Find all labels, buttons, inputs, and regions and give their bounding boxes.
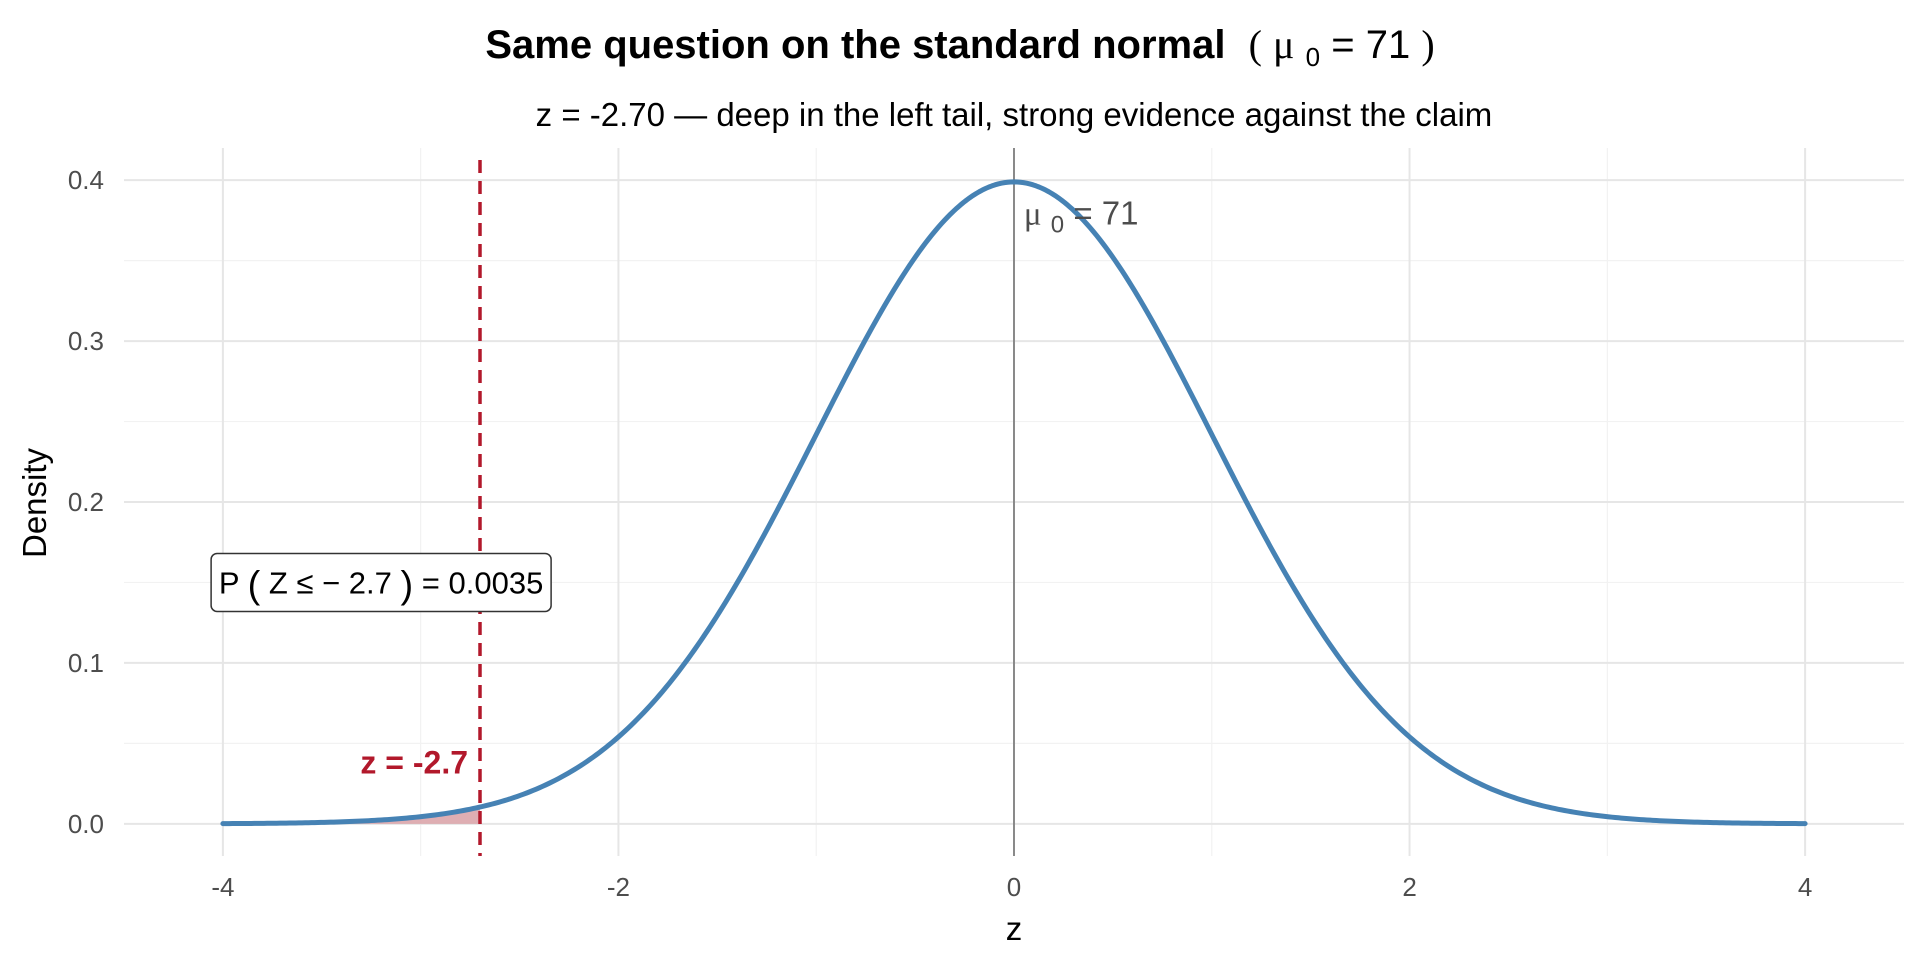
x-tick-label: 4 (1798, 872, 1812, 902)
probability-box-body: Z ≤ − 2.7 (269, 565, 392, 600)
y-tick-label: 0.1 (68, 648, 104, 678)
chart-title-close-paren: ) (1421, 22, 1434, 67)
y-tick-label: 0.0 (68, 809, 104, 839)
x-axis-ticks: -4 -2 0 2 4 (211, 872, 1812, 902)
chart-title-mu-symbol: μ (1273, 22, 1294, 67)
null-mean-label-value: = 71 (1073, 194, 1138, 231)
y-axis-title: Density (16, 447, 53, 558)
plot-area (220, 148, 1808, 856)
probability-box-text: P ( Z ≤ − 2.7 ) = 0.0035 (219, 564, 543, 606)
null-mean-label-subscript: 0 (1051, 211, 1064, 238)
probability-box-close-paren: ) (401, 564, 414, 606)
y-tick-label: 0.3 (68, 326, 104, 356)
x-tick-label: 0 (1007, 872, 1021, 902)
probability-box-open-paren: ( (248, 564, 261, 606)
null-mean-label: μ 0 = 71 (1024, 194, 1139, 239)
chart-title-main: Same question on the standard normal (485, 23, 1225, 67)
chart-title-mu-value: = 71 (1331, 23, 1410, 67)
chart-title-open-paren: ( (1249, 22, 1262, 67)
probability-box-value: = 0.0035 (422, 565, 544, 600)
chart-title: Same question on the standard normal ( μ… (485, 22, 1434, 75)
x-tick-label: -4 (211, 872, 234, 902)
annotations: z = -2.7 μ 0 = 71 P ( Z ≤ − 2.7 ) = 0.00… (210, 194, 1139, 781)
probability-box-frame (210, 552, 552, 613)
null-mean-label-symbol: μ (1024, 196, 1042, 232)
probability-box-prefix: P (219, 565, 239, 600)
chart-title-mu-subscript: 0 (1306, 42, 1320, 72)
observed-z-label: z = -2.7 (360, 745, 468, 781)
y-tick-label: 0.2 (68, 487, 104, 517)
probability-box: P ( Z ≤ − 2.7 ) = 0.0035 (210, 552, 552, 613)
x-axis-title: z (1006, 910, 1023, 947)
x-tick-label: -2 (607, 872, 630, 902)
chart-subtitle: z = -2.70 — deep in the left tail, stron… (536, 96, 1493, 133)
y-tick-label: 0.4 (68, 165, 104, 195)
density-curve (220, 179, 1808, 827)
x-tick-label: 2 (1402, 872, 1416, 902)
y-axis-ticks: 0.0 0.1 0.2 0.3 0.4 (68, 165, 104, 839)
